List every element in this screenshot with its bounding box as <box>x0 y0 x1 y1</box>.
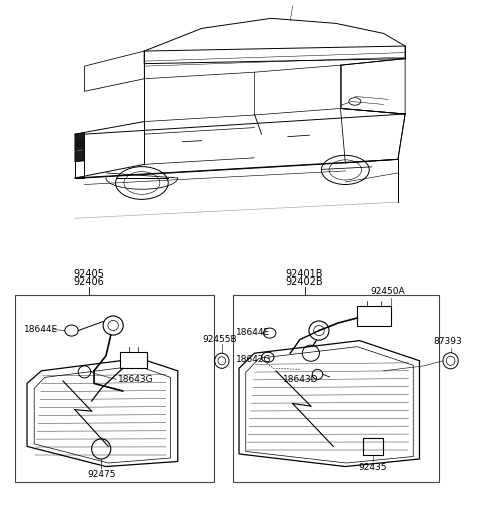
Text: 92401B: 92401B <box>286 269 324 279</box>
Text: 92405: 92405 <box>74 269 105 279</box>
Text: 92402B: 92402B <box>286 277 324 287</box>
Bar <box>15 295 214 482</box>
Bar <box>120 352 147 368</box>
Text: 92450A: 92450A <box>371 287 405 296</box>
Bar <box>233 295 439 482</box>
Text: 18644E: 18644E <box>236 328 270 336</box>
Text: 18642G: 18642G <box>236 355 272 364</box>
Text: 92406: 92406 <box>74 277 105 287</box>
Text: 18644E: 18644E <box>24 325 58 334</box>
Text: 18643G: 18643G <box>118 375 154 384</box>
Text: 92455B: 92455B <box>203 335 237 344</box>
Text: 18643D: 18643D <box>283 375 319 384</box>
Polygon shape <box>75 150 84 162</box>
Text: 92475: 92475 <box>87 470 116 479</box>
Bar <box>357 307 391 326</box>
Text: 92435: 92435 <box>359 463 387 472</box>
Polygon shape <box>75 133 84 151</box>
Text: 87393: 87393 <box>434 337 463 345</box>
Bar <box>363 438 383 455</box>
